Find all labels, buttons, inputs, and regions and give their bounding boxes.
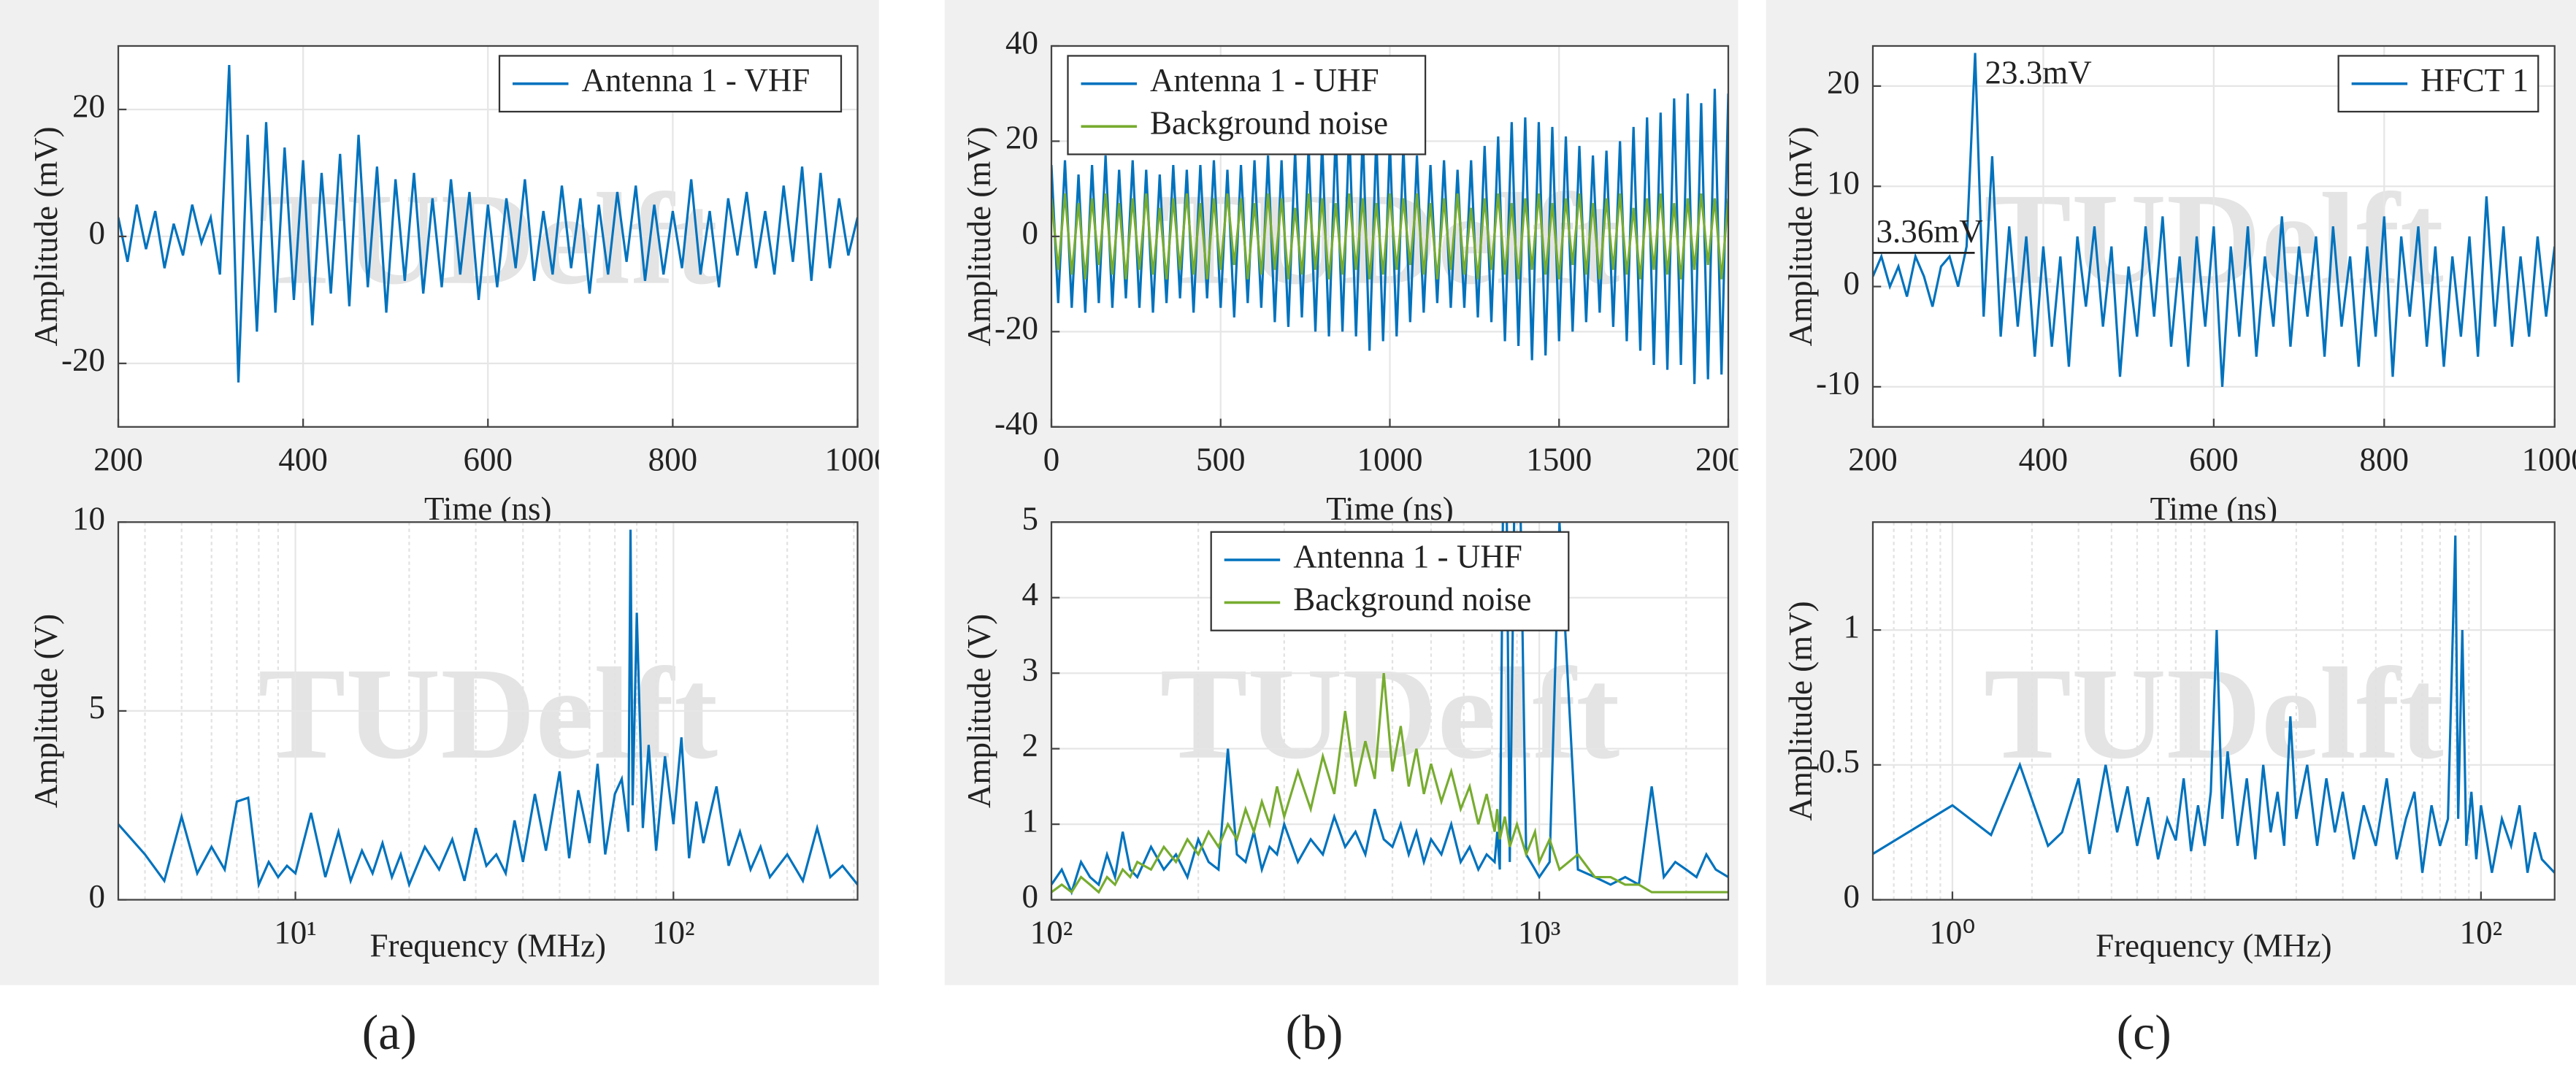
y-tick-label: 10: [1827, 165, 1860, 201]
data-line: [118, 65, 858, 383]
x-tick-label: 10²: [2460, 914, 2502, 950]
y-tick-label: 2: [1021, 727, 1038, 764]
y-tick-label: 20: [72, 88, 105, 124]
x-axis-label: Frequency (MHz): [369, 927, 606, 964]
y-tick-label: 40: [1005, 24, 1038, 61]
x-tick-label: 600: [2189, 442, 2238, 478]
y-axis-label: Amplitude (V): [28, 614, 64, 808]
y-axis-label: Amplitude (V): [961, 614, 997, 808]
x-axis-label: Frequency (MHz): [2096, 927, 2332, 964]
y-tick-label: 0: [1021, 215, 1038, 251]
y-axis-label: Amplitude (mV): [1782, 126, 1819, 346]
y-tick-label: -20: [61, 342, 105, 378]
x-tick-label: 200: [1848, 442, 1897, 478]
caption: (b): [1286, 1005, 1343, 1060]
y-axis-label: Amplitude (mV): [961, 126, 997, 346]
x-tick-label: 800: [648, 442, 697, 478]
caption: (c): [2117, 1005, 2171, 1060]
x-tick-label: 1500: [1526, 442, 1592, 478]
legend-label: Antenna 1 - VHF: [582, 62, 810, 99]
legend-box: [1067, 55, 1427, 155]
data-line: [118, 529, 858, 889]
y-tick-label: 1: [1843, 608, 1860, 645]
y-tick-label: 0: [88, 878, 105, 915]
annotation: 23.3mV: [1985, 54, 2092, 91]
x-tick-label: 1000: [2522, 442, 2576, 478]
y-tick-label: -40: [994, 405, 1038, 442]
x-axis-label: Time (ns): [1326, 491, 1454, 527]
data-line: [1051, 193, 1728, 280]
y-tick-label: 4: [1021, 576, 1038, 612]
y-tick-label: 0: [1843, 265, 1860, 301]
y-tick-label: -10: [1816, 365, 1860, 401]
y-tick-label: 20: [1005, 120, 1038, 156]
y-axis-label: Amplitude (mV): [28, 126, 64, 346]
y-tick-label: 0: [1843, 878, 1860, 915]
legend-label: Antenna 1 - UHF: [1150, 62, 1379, 99]
x-tick-label: 400: [2019, 442, 2068, 478]
caption: (a): [362, 1005, 417, 1060]
data-line: [1051, 522, 1728, 896]
x-tick-label: 10²: [652, 914, 694, 950]
x-tick-label: 10¹: [274, 914, 316, 950]
y-axis-label: Amplitude (mV): [1782, 601, 1819, 820]
x-tick-label: 10³: [1518, 914, 1560, 950]
y-tick-label: 0: [88, 215, 105, 251]
legend-label: Antenna 1 - UHF: [1293, 538, 1522, 574]
axes-frame: [1050, 521, 1730, 901]
y-tick-label: 10: [72, 501, 105, 537]
legend-label: Background noise: [1150, 105, 1388, 142]
y-tick-label: 5: [1021, 501, 1038, 537]
x-tick-label: 10²: [1030, 914, 1073, 950]
y-tick-label: 20: [1827, 64, 1860, 101]
x-tick-label: 400: [278, 442, 327, 478]
y-tick-label: 5: [88, 689, 105, 726]
legend-label: Background noise: [1293, 581, 1531, 618]
x-tick-label: 600: [464, 442, 513, 478]
data-line: [1873, 535, 2555, 874]
data-line: [1051, 673, 1728, 894]
y-tick-label: 1: [1021, 802, 1038, 839]
x-tick-label: 500: [1196, 442, 1245, 478]
axes-frame: [1871, 521, 2556, 901]
annotation: 3.36mV: [1877, 213, 1983, 250]
x-tick-label: 0: [1043, 442, 1060, 478]
data-line: [1873, 53, 2555, 387]
x-axis-label: Time (ns): [2150, 491, 2278, 527]
y-tick-label: 0: [1021, 878, 1038, 915]
x-tick-label: 1000: [1357, 442, 1423, 478]
x-tick-label: 10⁰: [1929, 914, 1975, 950]
y-tick-label: -20: [994, 310, 1038, 347]
x-tick-label: 200: [93, 442, 142, 478]
chart: TUDelft 10² 10³ 0 1 2 3 4 5 Amplitude (V) Antenna …: [961, 501, 1730, 950]
legend-box: [1210, 531, 1570, 631]
x-tick-label: 800: [2360, 442, 2409, 478]
y-tick-label: 3: [1021, 652, 1038, 688]
y-tick-label: 0.5: [1819, 743, 1860, 780]
x-tick-label: 1000: [825, 442, 891, 478]
legend-label: HFCT 1: [2420, 62, 2529, 99]
watermark: TUDelft: [1160, 641, 1620, 786]
x-axis-label: Time (ns): [424, 491, 552, 527]
x-tick-label: 2000: [1695, 442, 1761, 478]
